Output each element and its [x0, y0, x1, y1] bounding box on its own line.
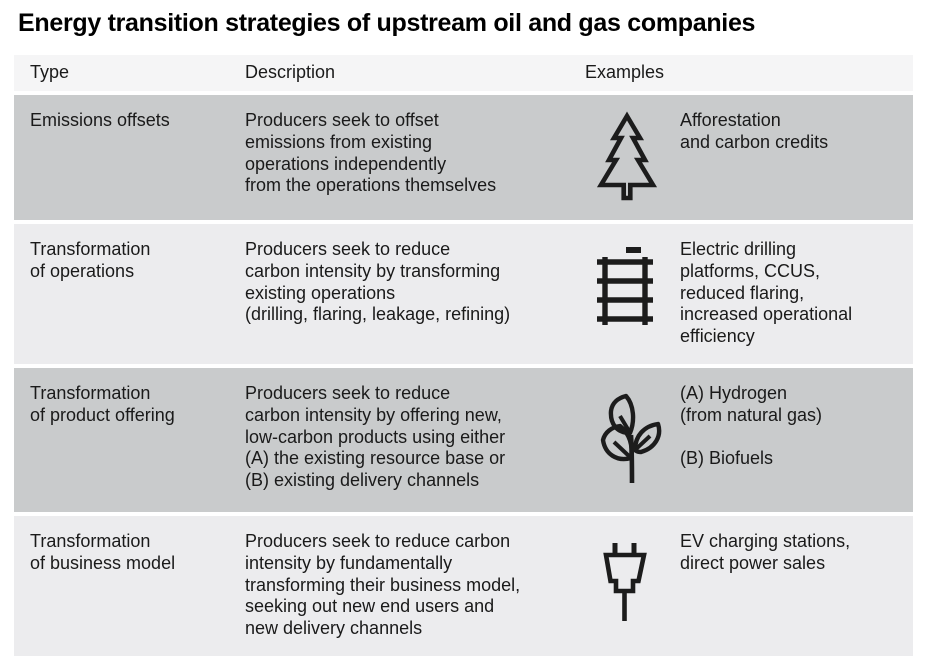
description-cell: Producers seek to reduce carbon intensit…	[245, 382, 506, 491]
type-cell: Transformation of product offering	[30, 382, 175, 425]
table-row-transformation-business-model: Transformation of business model Produce…	[14, 515, 913, 656]
icon-cell	[585, 110, 680, 204]
type-cell: Transformation of business model	[30, 530, 176, 573]
description-cell: Producers seek to reduce carbon intensit…	[245, 530, 521, 639]
icon-cell	[585, 531, 680, 640]
examples-cell: (A) Hydrogen (from natural gas) (B) Biof…	[680, 382, 823, 469]
description-cell: Producers seek to reduce carbon intensit…	[245, 239, 511, 325]
column-header-type: Type	[30, 62, 70, 83]
type-cell: Emissions offsets	[30, 110, 170, 130]
oil-barrel-icon	[597, 247, 653, 325]
description-cell: Producers seek to offset emissions from …	[245, 110, 497, 196]
icon-cell	[585, 383, 680, 496]
column-header-examples: Examples	[585, 62, 665, 83]
power-plug-icon	[603, 542, 647, 621]
examples-cell: Afforestation and carbon credits	[680, 110, 829, 152]
pine-tree-icon	[596, 111, 658, 201]
examples-cell: EV charging stations, direct power sales	[680, 530, 851, 573]
table-header-row: Type Description Examples	[14, 55, 913, 91]
table-row-transformation-operations: Transformation of operations Producers s…	[14, 224, 913, 364]
table-row-transformation-product-offering: Transformation of product offering Produ…	[14, 367, 913, 512]
type-cell: Transformation of operations	[30, 239, 151, 281]
strategies-table: Type Description Examples Emissions offs…	[14, 55, 913, 656]
page-title: Energy transition strategies of upstream…	[18, 9, 756, 37]
column-header-description: Description	[245, 62, 336, 83]
plant-sprout-icon	[600, 393, 662, 483]
icon-cell	[585, 239, 680, 348]
table-row-emissions-offsets: Emissions offsets Producers seek to offs…	[14, 95, 913, 220]
examples-cell: Electric drilling platforms, CCUS, reduc…	[680, 239, 853, 347]
